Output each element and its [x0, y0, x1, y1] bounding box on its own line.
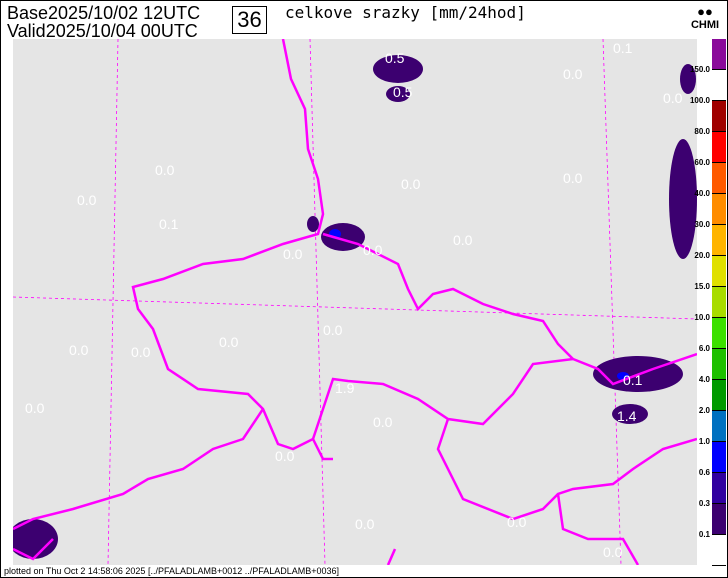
legend-swatch	[712, 380, 726, 411]
legend-label: 4.0	[698, 375, 710, 384]
legend-label: 0.3	[698, 499, 710, 508]
legend-label: 20.0	[694, 251, 710, 260]
precip-value: 0.5	[393, 84, 413, 100]
legend-swatch	[712, 349, 726, 380]
precip-value: 0.0	[323, 322, 343, 338]
precip-value: 0.0	[355, 516, 375, 532]
precip-value: 0.1	[159, 216, 179, 232]
value-labels: 0.5 0.5 0.1 0.0 0.0 0.0 0.1 0.0 0.0 0.0 0.0 0.0 0.0 0…	[25, 40, 683, 560]
legend-swatch	[712, 225, 726, 256]
base-label: Base	[7, 3, 49, 23]
precip-value: 0.1	[623, 372, 643, 388]
legend-swatch	[712, 535, 726, 566]
precipitation-map: 0.5 0.5 0.1 0.0 0.0 0.0 0.1 0.0 0.0 0.0 0.0 0.0 0.0 0…	[13, 39, 697, 565]
precip-value: 0.0	[275, 448, 295, 464]
legend-swatch	[712, 442, 726, 473]
legend-label: 150.0	[689, 65, 710, 74]
precip-value: 0.0	[283, 246, 303, 262]
legend-label: 6.0	[698, 344, 710, 353]
precip-value: 0.0	[25, 400, 45, 416]
legend-swatch	[712, 70, 726, 101]
precip-value: 0.0	[603, 544, 623, 560]
precip-value: 0.0	[563, 170, 583, 186]
legend-swatch	[712, 504, 726, 535]
precip-value: 0.0	[363, 242, 383, 258]
legend-label: 0.1	[698, 530, 710, 539]
legend-label: 80.0	[694, 127, 710, 136]
precip-value: 0.0	[507, 514, 527, 530]
color-legend: 150.0 100.0 80.0 60.0 40.0 30.0 20.0 15.0 10.0 6.…	[690, 39, 726, 566]
legend-label: 1.0	[698, 437, 710, 446]
valid-value: 2025/10/04 00UTC	[45, 21, 198, 41]
precip-value: 1.4	[617, 408, 637, 424]
legend-label: 30.0	[694, 220, 710, 229]
chmi-logo: ●● CHMI	[690, 4, 720, 31]
graticule	[13, 39, 697, 565]
precip-value: 0.0	[155, 162, 175, 178]
lead-hour-box: 36	[232, 6, 267, 34]
legend-label: 2.0	[698, 406, 710, 415]
precip-value: 0.0	[373, 414, 393, 430]
precip-value: 0.0	[69, 342, 89, 358]
precip-value: 0.0	[131, 344, 151, 360]
legend-label: 0.6	[698, 468, 710, 477]
legend-swatch	[712, 101, 726, 132]
precip-value: 0.0	[563, 66, 583, 82]
precip-value: 1.9	[335, 380, 355, 396]
map-background	[13, 39, 697, 565]
legend-label: 60.0	[694, 158, 710, 167]
legend-swatch	[712, 411, 726, 442]
legend-swatch	[712, 163, 726, 194]
precip-value: 0.0	[453, 232, 473, 248]
legend-swatch	[712, 194, 726, 225]
base-value: 2025/10/02 12UTC	[48, 3, 201, 23]
valid-label: Valid	[7, 21, 46, 41]
legend-swatch	[712, 318, 726, 349]
valid-time: Valid2025/10/04 00UTC	[7, 22, 198, 40]
plot-footer: plotted on Thu Oct 2 14:58:06 2025 [../P…	[4, 566, 340, 576]
legend-swatch	[712, 132, 726, 163]
legend-swatch	[712, 39, 726, 70]
legend-swatch	[712, 256, 726, 287]
legend-label: 15.0	[694, 282, 710, 291]
map-title: celkove srazky [mm/24hod]	[285, 3, 526, 22]
country-borders	[13, 39, 697, 565]
precip-value: 0.0	[219, 334, 239, 350]
precip-value: 0.0	[401, 176, 421, 192]
legend-label: 100.0	[689, 96, 710, 105]
precip-value: 0.1	[613, 40, 633, 56]
legend-swatch	[712, 287, 726, 318]
precip-value: 0.5	[385, 50, 405, 66]
precip-value: 0.0	[77, 192, 97, 208]
base-time: Base2025/10/02 12UTC	[7, 4, 200, 22]
precip-value: 0.0	[663, 90, 683, 106]
legend-swatch	[712, 473, 726, 504]
legend-label: 10.0	[694, 313, 710, 322]
legend-label: 40.0	[694, 189, 710, 198]
